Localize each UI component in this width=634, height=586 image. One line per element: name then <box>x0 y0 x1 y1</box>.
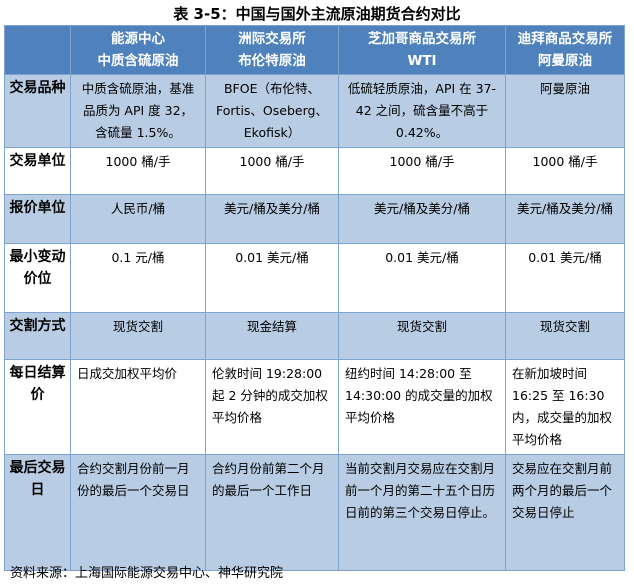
table-cell: 美元/桶及美分/桶 <box>205 194 339 244</box>
header-line2: 阿曼原油 <box>538 53 592 69</box>
table-cell: 人民币/桶 <box>70 194 206 244</box>
table-cell: 低硫轻质原油，API 在 37-42 之间，硫含量不高于 0.42%。 <box>338 74 506 148</box>
row-label: 最小变动价位 <box>4 243 71 313</box>
table-row: 交割方式 现货交割 现金结算 现货交割 现货交割 <box>4 312 625 360</box>
table-row: 报价单位 人民币/桶 美元/桶及美分/桶 美元/桶及美分/桶 美元/桶及美分/桶 <box>4 194 625 244</box>
table-cell: 在新加坡时间 16:25 至 16:30 内，成交量的加权平均价格 <box>505 359 625 455</box>
table-cell: 阿曼原油 <box>505 74 625 148</box>
row-label: 报价单位 <box>4 194 71 244</box>
row-label: 交易品种 <box>4 74 71 148</box>
table-cell: 日成交加权平均价 <box>70 359 206 455</box>
table-cell: 0.01 美元/桶 <box>338 243 506 313</box>
table-cell: 1000 桶/手 <box>70 147 206 195</box>
table-row: 交易单位 1000 桶/手 1000 桶/手 1000 桶/手 1000 桶/手 <box>4 147 625 195</box>
table-cell: 1000 桶/手 <box>505 147 625 195</box>
table-row: 最小变动价位 0.1 元/桶 0.01 美元/桶 0.01 美元/桶 0.01 … <box>4 243 625 313</box>
table-cell: 1000 桶/手 <box>338 147 506 195</box>
header-line2: 布伦特原油 <box>238 53 306 69</box>
table-cell: 现金结算 <box>205 312 339 360</box>
table-title: 表 3-5：中国与国外主流原油期货合约对比 <box>173 5 461 23</box>
header-line1: 洲际交易所 <box>238 31 306 47</box>
header-corner <box>4 25 71 75</box>
table-cell: 美元/桶及美分/桶 <box>505 194 625 244</box>
header-dme: 迪拜商品交易所 阿曼原油 <box>505 25 625 75</box>
table-cell: 纽约时间 14:28:00 至 14:30:00 的成交量的加权平均价格 <box>338 359 506 455</box>
table-cell: 现货交割 <box>505 312 625 360</box>
header-ice: 洲际交易所布伦特原油 <box>205 25 339 75</box>
table-cell: 交易应在交割月前两个月的最后一个交易日停止 <box>505 454 625 571</box>
row-label: 最后交易日 <box>4 454 71 571</box>
table-cell: 0.01 美元/桶 <box>505 243 625 313</box>
row-label: 每日结算价 <box>4 359 71 455</box>
header-line2: WTI <box>407 53 437 69</box>
header-row: 能源中心中质含硫原油 洲际交易所布伦特原油 芝加哥商品交易所 WTI 迪拜商品交易… <box>4 25 625 75</box>
table-row: 交易品种 中质含硫原油，基准品质为 API 度 32，含硫量 1.5%。 BFO… <box>4 74 625 148</box>
row-label: 交割方式 <box>4 312 71 360</box>
row-label: 交易单位 <box>4 147 71 195</box>
table-cell: 当前交割月交易应在交割月前一个月的第二十五个日历日前的第三个交易日停止。 <box>338 454 506 571</box>
header-line2: 中质含硫原油 <box>97 53 179 69</box>
source-note: 资料来源：上海国际能源交易中心、神华研究院 <box>10 566 284 581</box>
table-cell: 中质含硫原油，基准品质为 API 度 32，含硫量 1.5%。 <box>70 74 206 148</box>
table-cell: 1000 桶/手 <box>205 147 339 195</box>
header-ine: 能源中心中质含硫原油 <box>70 25 206 75</box>
header-cme: 芝加哥商品交易所 WTI <box>338 25 506 75</box>
table-cell: 现货交割 <box>338 312 506 360</box>
table-cell: 美元/桶及美分/桶 <box>338 194 506 244</box>
table-row: 每日结算价 日成交加权平均价 伦敦时间 19:28:00 起 2 分钟的成交加权… <box>4 359 625 455</box>
table-cell: 现货交割 <box>70 312 206 360</box>
table-cell: BFOE（布伦特、Fortis、Oseberg、Ekofisk） <box>205 74 339 148</box>
table-cell: 合约月份前第二个月的最后一个工作日 <box>205 454 339 571</box>
table-cell: 0.1 元/桶 <box>70 243 206 313</box>
table-cell: 0.01 美元/桶 <box>205 243 339 313</box>
table-row: 最后交易日 合约交割月份前一月份的最后一个交易日 合约月份前第二个月的最后一个工… <box>4 454 625 571</box>
header-line1: 能源中心 <box>111 31 165 47</box>
header-line1: 芝加哥商品交易所 <box>368 31 476 47</box>
table-cell: 伦敦时间 19:28:00 起 2 分钟的成交加权平均价格 <box>205 359 339 455</box>
futures-comparison-table: 能源中心中质含硫原油 洲际交易所布伦特原油 芝加哥商品交易所 WTI 迪拜商品交易… <box>4 25 625 571</box>
header-line1: 迪拜商品交易所 <box>517 31 613 47</box>
table-cell: 合约交割月份前一月份的最后一个交易日 <box>70 454 206 571</box>
